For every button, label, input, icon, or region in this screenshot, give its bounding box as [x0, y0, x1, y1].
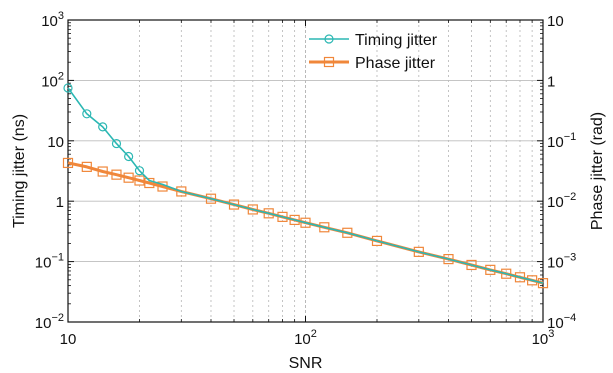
data-point	[98, 122, 108, 132]
data-point	[277, 211, 288, 222]
legend-entry: Phase jitter	[309, 55, 436, 72]
data-point	[134, 166, 145, 176]
y-tick-label: 103	[41, 10, 64, 30]
y-right-tick-label: 1	[547, 73, 555, 90]
legend-label: Phase jitter	[355, 55, 436, 72]
y-right-tick-label: 10−2	[547, 191, 576, 211]
y-right-axis-title: Phase jitter (rad)	[589, 112, 606, 230]
data-point	[300, 217, 311, 228]
y-tick-label: 1	[56, 194, 64, 211]
legend-marker	[323, 56, 335, 68]
data-point	[134, 175, 145, 186]
data-point	[413, 246, 424, 257]
series-layer	[62, 83, 549, 289]
data-point	[466, 259, 477, 271]
data-point	[527, 275, 538, 286]
data-point	[485, 264, 496, 275]
data-point	[263, 208, 274, 219]
data-point	[205, 193, 217, 204]
data-point	[124, 151, 134, 162]
x-tick-label: 103	[532, 328, 555, 348]
data-point	[289, 214, 300, 226]
data-point	[176, 186, 187, 197]
y-axis-title: Timing jitter (ns)	[11, 114, 28, 228]
axis-labels: 10 102 10310−210−111010210310−410−310−210−…	[11, 10, 606, 372]
data-point	[97, 166, 108, 177]
x-axis-title: SNR	[289, 355, 323, 372]
legend: Timing jitter Phase jitter	[309, 32, 438, 72]
y-tick-label: 10−1	[35, 252, 64, 272]
grid-lines	[68, 20, 543, 322]
data-point	[123, 172, 134, 183]
data-point	[247, 204, 258, 215]
data-point	[319, 222, 330, 233]
data-point	[537, 278, 549, 289]
data-point	[63, 83, 73, 93]
data-point	[501, 268, 512, 279]
y-right-tick-label: 10−4	[547, 312, 576, 332]
series-timing-jitter	[63, 83, 544, 284]
axis-ticks	[67, 19, 544, 323]
legend-marker	[324, 34, 334, 44]
y-tick-label: 10	[47, 134, 64, 151]
data-point	[111, 169, 122, 180]
x-tick-label: 10	[60, 331, 77, 348]
data-point	[342, 227, 353, 238]
x-tick-label: 102	[294, 328, 317, 348]
y-right-tick-label: 10−1	[547, 131, 576, 151]
y-tick-label: 10−2	[35, 312, 64, 332]
data-point	[514, 272, 526, 283]
legend-entry: Timing jitter	[309, 32, 438, 49]
data-point	[144, 177, 155, 189]
data-point	[443, 253, 454, 265]
data-point	[371, 235, 383, 247]
data-point	[228, 199, 240, 210]
data-point	[111, 138, 122, 149]
y-right-tick-label: 10	[547, 13, 564, 30]
data-point	[82, 109, 92, 119]
y-right-tick-label: 10−3	[547, 252, 576, 272]
legend-label: Timing jitter	[355, 32, 438, 49]
data-point	[81, 161, 92, 172]
y-tick-label: 102	[41, 70, 64, 90]
series-line	[67, 87, 544, 284]
data-point	[62, 157, 74, 169]
